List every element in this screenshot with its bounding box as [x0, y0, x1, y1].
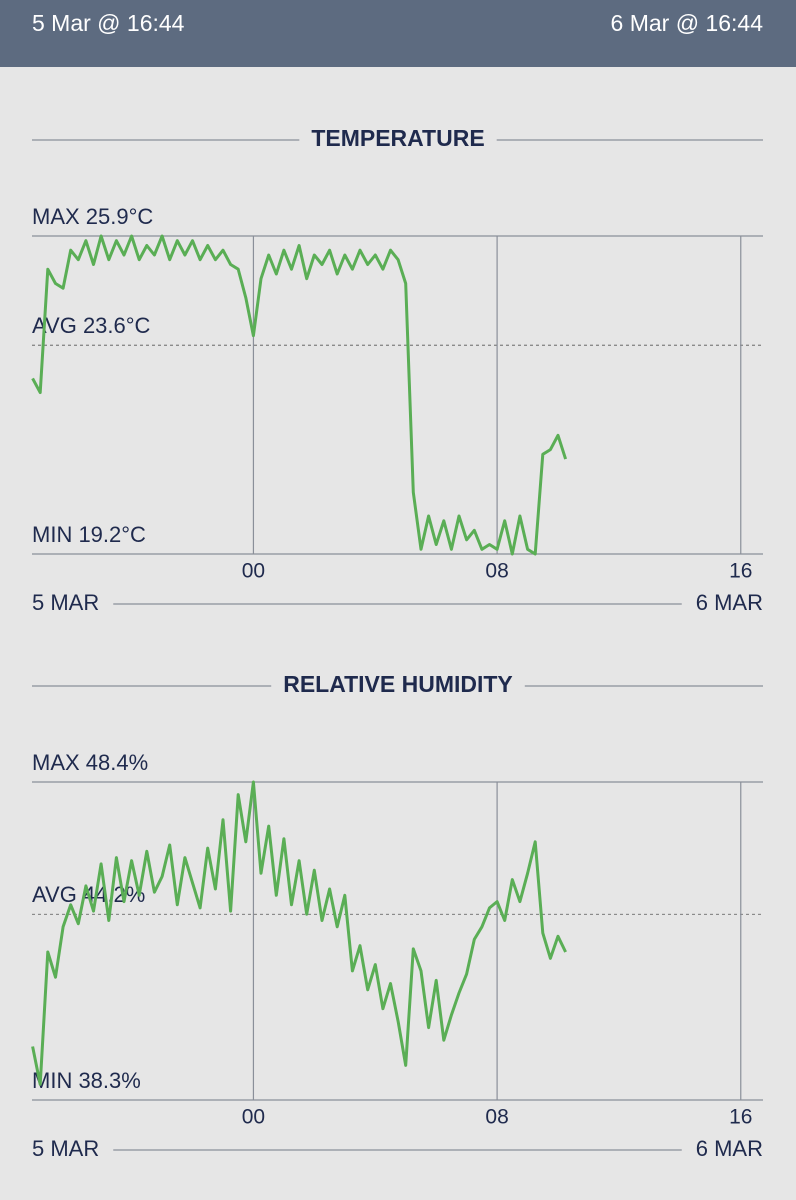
x-tick-label: 16 — [729, 560, 752, 583]
data-line — [31, 780, 567, 1086]
x-end-label: 6 MAR — [696, 590, 763, 615]
x-tick-label: 08 — [485, 560, 508, 583]
x-tick-label: 08 — [485, 1106, 508, 1129]
x-tick-label: 16 — [729, 1106, 752, 1129]
x-start-label: 5 MAR — [32, 1136, 99, 1161]
y-tick-label: AVG 23.6°C — [32, 313, 151, 338]
y-tick-label: MIN 19.2°C — [32, 522, 146, 547]
y-tick-label: MAX 25.9°C — [32, 204, 153, 229]
header-start: 5 Mar @ 16:44 — [32, 10, 185, 36]
data-line — [31, 234, 568, 556]
x-tick-label: 00 — [242, 560, 265, 583]
y-tick-label: MIN 38.3% — [32, 1068, 141, 1093]
x-start-label: 5 MAR — [32, 590, 99, 615]
x-end-label: 6 MAR — [696, 1136, 763, 1161]
section-title: TEMPERATURE — [311, 125, 484, 151]
section-title: RELATIVE HUMIDITY — [283, 671, 513, 697]
header-end: 6 Mar @ 16:44 — [611, 10, 764, 36]
y-tick-label: MAX 48.4% — [32, 750, 148, 775]
header-bar — [0, 0, 796, 67]
x-tick-label: 00 — [242, 1106, 265, 1129]
